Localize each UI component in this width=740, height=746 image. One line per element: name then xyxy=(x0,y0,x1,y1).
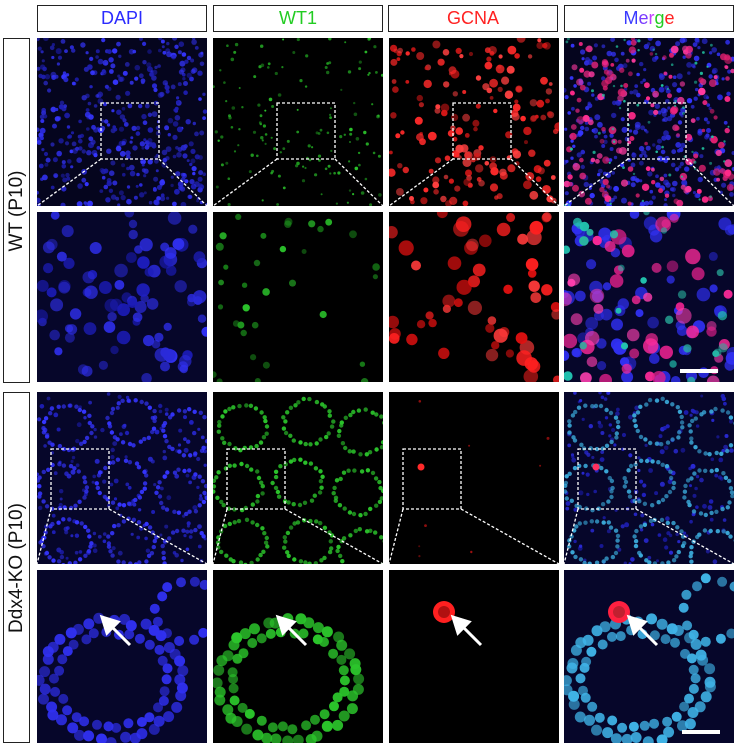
panel-ko-dapi-zoom xyxy=(37,570,207,743)
panel-wt-dapi-overview xyxy=(37,38,207,206)
merge-letter-4: g xyxy=(654,8,665,28)
column-header-gcna: GCNA xyxy=(388,5,558,32)
scale-bar xyxy=(682,730,720,734)
panel-ko-gcna-zoom xyxy=(389,570,559,743)
panel-wt-wt1-zoom xyxy=(213,212,383,382)
column-label-gcna: GCNA xyxy=(446,8,499,28)
column-header-dapi: DAPI xyxy=(37,5,207,32)
column-header-wt1: WT1 xyxy=(213,5,383,32)
nuclei-layer xyxy=(389,212,559,382)
nuclei-layer xyxy=(213,213,380,382)
panel-ko-wt1-overview xyxy=(213,392,383,564)
panel-ko-merge-overview xyxy=(564,392,734,564)
column-label-dapi: DAPI xyxy=(100,8,143,28)
row-label-wt-text: WT (P10) xyxy=(5,170,27,251)
panel-wt-gcna-zoom xyxy=(389,212,559,382)
column-label-wt1: WT1 xyxy=(279,8,317,28)
panel-ko-wt1-zoom xyxy=(213,570,383,743)
panel-wt-gcna-overview xyxy=(389,38,559,206)
row-label-ko: Ddx4-KO (P10) xyxy=(3,392,30,743)
nuclei-layer xyxy=(213,613,365,743)
column-header-merge: Merge xyxy=(564,5,734,32)
merge-letter-5: e xyxy=(664,8,675,28)
panel-wt-merge-zoom xyxy=(564,212,734,382)
panel-ko-merge-zoom xyxy=(564,570,734,743)
nuclei-layer xyxy=(37,212,207,382)
panel-ko-gcna-overview xyxy=(389,392,559,564)
merge-letter-1: M xyxy=(623,8,639,28)
panel-wt-wt1-overview xyxy=(213,38,383,206)
merge-letter-2: e xyxy=(638,8,649,28)
nuclei-layer xyxy=(433,601,455,623)
nuclei-layer xyxy=(564,212,734,382)
column-label-merge: Merge xyxy=(623,8,674,29)
panel-wt-dapi-zoom xyxy=(37,212,207,382)
merge-letter-3: r xyxy=(648,8,655,28)
scale-bar xyxy=(680,369,718,373)
row-label-wt: WT (P10) xyxy=(3,38,30,383)
panel-wt-merge-overview xyxy=(564,38,734,206)
row-label-ko-text: Ddx4-KO (P10) xyxy=(5,502,27,633)
panel-ko-dapi-overview xyxy=(37,392,207,564)
